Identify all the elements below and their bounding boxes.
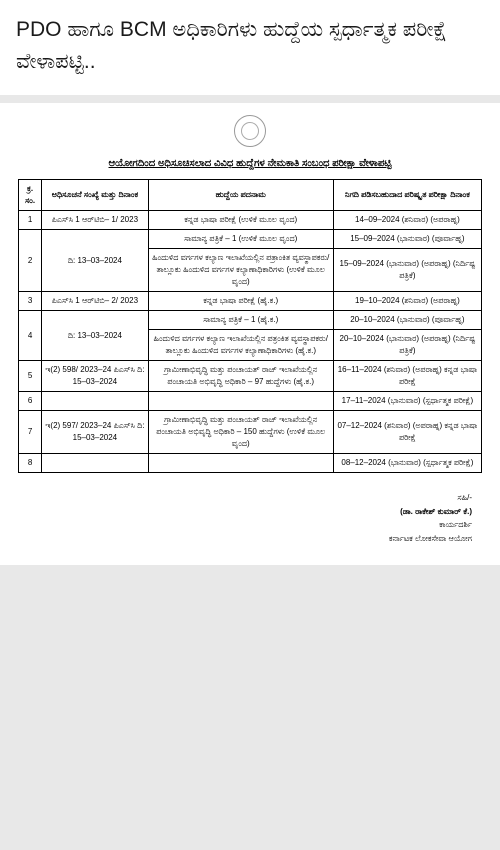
signature-designation: ಕಾರ್ಯದರ್ಶಿ bbox=[18, 518, 472, 532]
cell-post: ಸಾಮಾನ್ಯ ಪತ್ರಿಕೆ – 1 (ಉಳಿಕೆ ಮೂಲ ವೃಂದ) bbox=[148, 230, 333, 249]
cell-post: ಕನ್ನಡ ಭಾಷಾ ಪರೀಕ್ಷೆ (ಉಳಿಕೆ ಮೂಲ ವೃಂದ) bbox=[148, 211, 333, 230]
cell-post: ಹಿಂದುಳಿದ ವರ್ಗಗಳ ಕಲ್ಯಾಣ ಇಲಾಖೆಯಲ್ಲಿನ ಪತ್ರಾ… bbox=[148, 249, 333, 292]
cell-sn: 2 bbox=[19, 230, 42, 292]
cell-sn: 5 bbox=[19, 361, 42, 392]
emblem bbox=[18, 115, 482, 152]
signature-org: ಕರ್ನಾಟಕ ಲೋಕಸೇವಾ ಆಯೋಗ bbox=[18, 532, 472, 546]
cell-date: 20–10–2024 (ಭಾನುವಾರ) (ಪೂರ್ವಾಹ್ನ) bbox=[333, 311, 481, 330]
cell-sn: 1 bbox=[19, 211, 42, 230]
cell-date: 19–10–2024 (ಶನಿವಾರ) (ಅಪರಾಹ್ನ) bbox=[333, 292, 481, 311]
cell-date: 17–11–2024 (ಭಾನುವಾರ) (ಸ್ಪರ್ಧಾತ್ಮಕ ಪರೀಕ್ಷ… bbox=[333, 392, 481, 411]
emblem-icon bbox=[234, 115, 266, 147]
signature-name: (ಡಾ. ರಾಕೇಶ್ ಕುಮಾರ್ ಕೆ.) bbox=[18, 505, 472, 519]
cell-sn: 7 bbox=[19, 411, 42, 454]
signature-block: ಸಹಿ/- (ಡಾ. ರಾಕೇಶ್ ಕುಮಾರ್ ಕೆ.) ಕಾರ್ಯದರ್ಶಿ… bbox=[18, 491, 482, 545]
cell-notif bbox=[42, 392, 148, 411]
th-sn: ಕ್ರ. ಸಂ. bbox=[19, 180, 42, 211]
cell-date: 14–09–2024 (ಶನಿವಾರ) (ಅಪರಾಹ್ನ) bbox=[333, 211, 481, 230]
table-row: 3 ಪಿಎಸ್‌ಸಿ 1 ಆರ್‌ಟಿಬಿ– 2/ 2023 ಕನ್ನಡ ಭಾಷ… bbox=[19, 292, 482, 311]
cell-sn: 8 bbox=[19, 454, 42, 473]
cell-date: 15–09–2024 (ಭಾನುವಾರ) (ಪೂರ್ವಾಹ್ನ) bbox=[333, 230, 481, 249]
table-row: 8 08–12–2024 (ಭಾನುವಾರ) (ಸ್ಪರ್ಧಾತ್ಮಕ ಪರೀಕ… bbox=[19, 454, 482, 473]
cell-notif: ಪಿಎಸ್‌ಸಿ 1 ಆರ್‌ಟಿಬಿ– 2/ 2023 bbox=[42, 292, 148, 311]
document-title: ಆಯೋಗದಿಂದ ಅಧಿಸೂಚಿಸಲಾದ ವಿವಿಧ ಹುದ್ದೆಗಳ ನೇಮಕ… bbox=[18, 158, 482, 169]
cell-notif: ದಿ: 13–03–2024 bbox=[42, 311, 148, 361]
table-row: 6 17–11–2024 (ಭಾನುವಾರ) (ಸ್ಪರ್ಧಾತ್ಮಕ ಪರೀಕ… bbox=[19, 392, 482, 411]
cell-notif: ಇ(2) 597/ 2023–24 ಪಿಎಸ್‌ಸಿ ದಿ: 15–03–202… bbox=[42, 411, 148, 454]
cell-post: ಹಿಂದುಳಿದ ವರ್ಗಗಳ ಕಲ್ಯಾಣ ಇಲಾಖೆಯಲ್ಲಿನ ಪತ್ರಂ… bbox=[148, 330, 333, 361]
cell-post bbox=[148, 392, 333, 411]
cell-date: 15–09–2024 (ಭಾನುವಾರ) (ಅಪರಾಹ್ನ) (ನಿರ್ದಿಷ್… bbox=[333, 249, 481, 292]
cell-sn: 3 bbox=[19, 292, 42, 311]
signature-prefix: ಸಹಿ/- bbox=[18, 491, 472, 505]
table-row: 4 ದಿ: 13–03–2024 ಸಾಮಾನ್ಯ ಪತ್ರಿಕೆ – 1 (ಹೈ… bbox=[19, 311, 482, 330]
th-post: ಹುದ್ದೆಯ ಪದನಾಮ bbox=[148, 180, 333, 211]
table-row: 1 ಪಿಎಸ್‌ಸಿ 1 ಆರ್‌ಟಿಬಿ– 1/ 2023 ಕನ್ನಡ ಭಾಷ… bbox=[19, 211, 482, 230]
cell-notif: ಪಿಎಸ್‌ಸಿ 1 ಆರ್‌ಟಿಬಿ– 1/ 2023 bbox=[42, 211, 148, 230]
cell-date: 08–12–2024 (ಭಾನುವಾರ) (ಸ್ಪರ್ಧಾತ್ಮಕ ಪರೀಕ್ಷ… bbox=[333, 454, 481, 473]
th-notification: ಅಧಿಸೂಚನೆ ಸಂಖ್ಯೆ ಮತ್ತು ದಿನಾಂಕ bbox=[42, 180, 148, 211]
cell-post: ಗ್ರಾಮೀಣಾಭಿವೃದ್ಧಿ ಮತ್ತು ಪಂಚಾಯತ್ ರಾಜ್ ಇಲಾಖ… bbox=[148, 411, 333, 454]
cell-notif: ದಿ: 13–03–2024 bbox=[42, 230, 148, 292]
cell-sn: 6 bbox=[19, 392, 42, 411]
cell-notif bbox=[42, 454, 148, 473]
table-row: 2 ದಿ: 13–03–2024 ಸಾಮಾನ್ಯ ಪತ್ರಿಕೆ – 1 (ಉಳ… bbox=[19, 230, 482, 249]
cell-post: ಕನ್ನಡ ಭಾಷಾ ಪರೀಕ್ಷೆ (ಹೈ.ಕ.) bbox=[148, 292, 333, 311]
page-title: PDO ಹಾಗೂ BCM ಅಧಿಕಾರಿಗಳು ಹುದ್ದೆಯ ಸ್ಪರ್ಧಾತ… bbox=[16, 14, 484, 77]
table-row: 5 ಇ(2) 598/ 2023–24 ಪಿಎಸ್‌ಸಿ ದಿ: 15–03–2… bbox=[19, 361, 482, 392]
cell-date: 07–12–2024 (ಶನಿವಾರ) (ಅಪರಾಹ್ನ) ಕನ್ನಡ ಭಾಷಾ… bbox=[333, 411, 481, 454]
cell-sn: 4 bbox=[19, 311, 42, 361]
th-exam-date: ನಿಗದಿ ಪಡಿಸಬಹುದಾದ ಪರಿಷ್ಕೃತ ಪರೀಕ್ಷಾ ದಿನಾಂಕ bbox=[333, 180, 481, 211]
cell-date: 20–10–2024 (ಭಾನುವಾರ) (ಅಪರಾಹ್ನ) (ನಿರ್ದಿಷ್… bbox=[333, 330, 481, 361]
cell-post: ಗ್ರಾಮೀಣಾಭಿವೃದ್ಧಿ ಮತ್ತು ಪಂಚಾಯತ್ ರಾಜ್ ಇಲಾಖ… bbox=[148, 361, 333, 392]
cell-post bbox=[148, 454, 333, 473]
table-header-row: ಕ್ರ. ಸಂ. ಅಧಿಸೂಚನೆ ಸಂಖ್ಯೆ ಮತ್ತು ದಿನಾಂಕ ಹು… bbox=[19, 180, 482, 211]
header-section: PDO ಹಾಗೂ BCM ಅಧಿಕಾರಿಗಳು ಹುದ್ದೆಯ ಸ್ಪರ್ಧಾತ… bbox=[0, 0, 500, 95]
document-section: ಆಯೋಗದಿಂದ ಅಧಿಸೂಚಿಸಲಾದ ವಿವಿಧ ಹುದ್ದೆಗಳ ನೇಮಕ… bbox=[0, 103, 500, 565]
cell-post: ಸಾಮಾನ್ಯ ಪತ್ರಿಕೆ – 1 (ಹೈ.ಕ.) bbox=[148, 311, 333, 330]
table-row: 7 ಇ(2) 597/ 2023–24 ಪಿಎಸ್‌ಸಿ ದಿ: 15–03–2… bbox=[19, 411, 482, 454]
cell-notif: ಇ(2) 598/ 2023–24 ಪಿಎಸ್‌ಸಿ ದಿ: 15–03–202… bbox=[42, 361, 148, 392]
schedule-table: ಕ್ರ. ಸಂ. ಅಧಿಸೂಚನೆ ಸಂಖ್ಯೆ ಮತ್ತು ದಿನಾಂಕ ಹು… bbox=[18, 179, 482, 473]
cell-date: 16–11–2024 (ಶನಿವಾರ) (ಅಪರಾಹ್ನ) ಕನ್ನಡ ಭಾಷಾ… bbox=[333, 361, 481, 392]
